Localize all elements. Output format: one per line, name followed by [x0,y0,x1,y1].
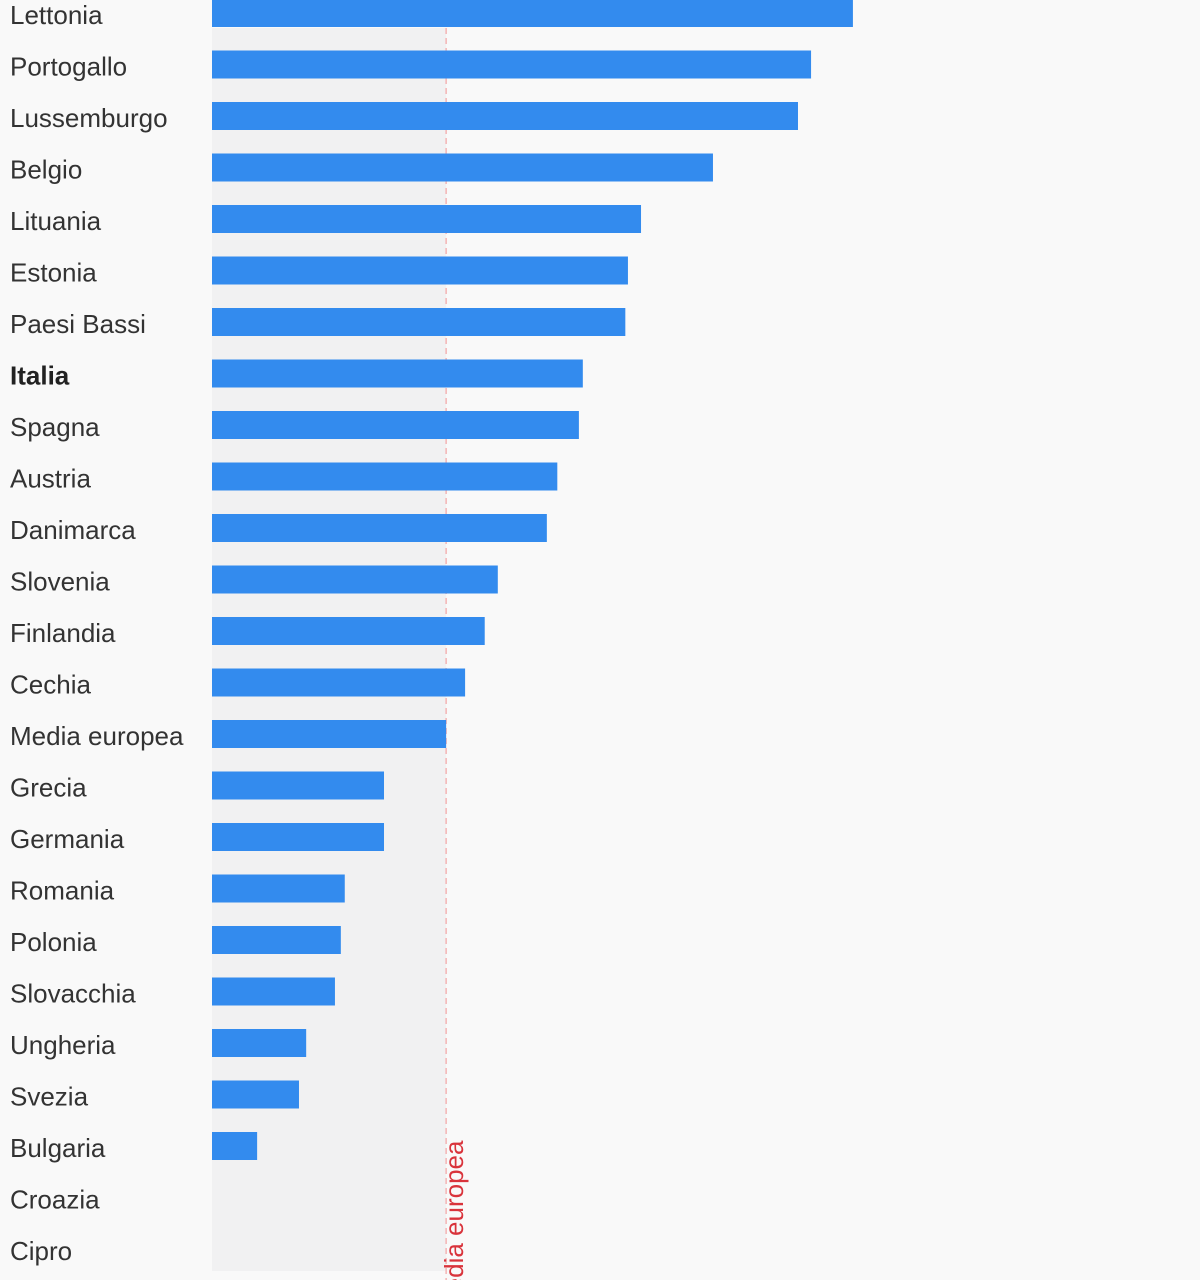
bar-polonia [212,926,341,954]
bar-bulgaria [212,1132,258,1160]
bar-germania [212,823,385,851]
category-label-grecia: Grecia [10,773,87,803]
bar-cechia [212,668,466,697]
category-label-bulgaria: Bulgaria [10,1133,106,1163]
bar-grecia [212,771,385,800]
bar-danimarca [212,514,547,542]
category-label-lussemburgo: Lussemburgo [10,103,168,133]
category-label-romania: Romania [10,876,115,906]
category-label-polonia: Polonia [10,927,97,957]
category-label-lettonia: Lettonia [10,0,103,30]
category-label-croazia: Croazia [10,1185,100,1215]
bar-lussemburgo [212,102,798,130]
bar-svezia [212,1080,299,1109]
category-label-finlandia: Finlandia [10,618,116,648]
average-reference-label: Media europea [439,1140,469,1280]
category-label-belgio: Belgio [10,155,82,185]
category-label-cechia: Cechia [10,670,91,700]
bar-slovacchia [212,977,335,1006]
category-label-lituania: Lituania [10,206,102,236]
category-label-austria: Austria [10,464,91,494]
category-label-ungheria: Ungheria [10,1030,116,1060]
bar-finlandia [212,617,485,645]
bar-media-europea [212,720,447,748]
category-label-svezia: Svezia [10,1082,89,1112]
category-label-slovacchia: Slovacchia [10,979,136,1009]
bar-lituania [212,205,642,233]
category-label-danimarca: Danimarca [10,515,136,545]
bar-italia [212,359,583,388]
bar-austria [212,462,558,491]
category-label-italia: Italia [10,361,70,391]
bar-paesi-bassi [212,308,626,336]
category-label-cipro: Cipro [10,1236,72,1266]
category-label-paesi-bassi: Paesi Bassi [10,309,146,339]
category-label-estonia: Estonia [10,258,97,288]
category-label-germania: Germania [10,824,125,854]
bar-estonia [212,256,628,285]
bar-romania [212,874,345,903]
bar-portogallo [212,50,812,79]
category-label-spagna: Spagna [10,412,100,442]
bar-spagna [212,411,579,439]
category-label-media-europea: Media europea [10,721,184,751]
bar-lettonia [212,0,853,27]
bar-slovenia [212,565,498,594]
category-label-portogallo: Portogallo [10,52,127,82]
below-average-band [212,28,447,1271]
bar-ungheria [212,1029,307,1057]
bar-belgio [212,153,713,182]
category-label-slovenia: Slovenia [10,567,110,597]
